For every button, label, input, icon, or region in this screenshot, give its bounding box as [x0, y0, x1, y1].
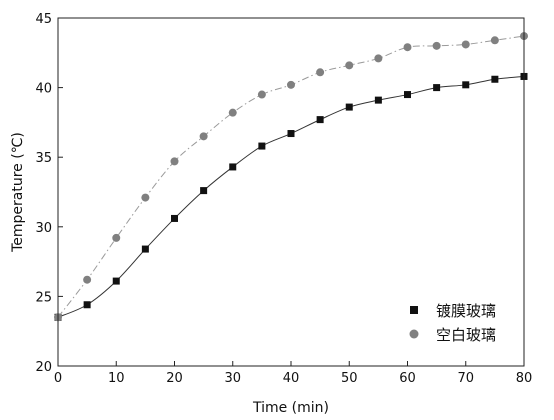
x-tick-label: 10 [108, 371, 125, 386]
legend-label-coated-glass: 镀膜玻璃 [436, 302, 496, 320]
data-point-coated-glass [462, 81, 470, 89]
data-point-blank-glass [199, 132, 208, 141]
plot-area [54, 32, 528, 322]
legend: 镀膜玻璃 空白玻璃 [409, 302, 496, 344]
data-point-coated-glass [112, 277, 120, 285]
data-point-blank-glass [316, 68, 325, 77]
x-axis-title: Time (min) [252, 400, 329, 416]
data-point-blank-glass [287, 80, 295, 89]
data-point-coated-glass [229, 163, 237, 171]
y-tick-label: 40 [35, 82, 52, 97]
data-point-blank-glass [461, 40, 470, 49]
data-point-coated-glass [141, 245, 149, 253]
y-tick-label: 25 [35, 290, 52, 305]
data-point-blank-glass [403, 43, 412, 52]
y-tick-label: 20 [35, 360, 52, 375]
data-point-blank-glass [432, 41, 441, 50]
x-tick-label: 30 [224, 371, 241, 386]
x-tick-label: 50 [341, 371, 358, 386]
x-tick-label: 20 [166, 371, 183, 386]
data-point-coated-glass [491, 75, 499, 83]
data-point-blank-glass [141, 193, 150, 202]
data-point-coated-glass [171, 214, 178, 222]
data-point-coated-glass [200, 187, 208, 195]
data-point-coated-glass [374, 96, 382, 104]
data-point-coated-glass [316, 116, 324, 124]
x-tick-label: 70 [457, 371, 474, 386]
data-point-coated-glass [287, 130, 295, 138]
data-point-coated-glass [433, 84, 441, 92]
data-point-blank-glass [228, 108, 237, 117]
series-line-blank-glass [57, 35, 525, 318]
legend-marker-coated-glass [410, 306, 418, 314]
x-tick-label: 40 [283, 371, 300, 386]
data-point-coated-glass [345, 103, 353, 111]
data-point-coated-glass [404, 91, 411, 99]
series-line-coated-glass [57, 75, 525, 318]
y-tick-label: 30 [35, 221, 52, 236]
data-point-blank-glass [83, 275, 92, 284]
data-point-blank-glass [170, 157, 179, 166]
legend-marker-blank-glass [409, 329, 419, 339]
data-point-coated-glass [83, 301, 91, 309]
data-point-coated-glass [258, 142, 266, 150]
y-tick-label: 45 [35, 12, 52, 27]
data-point-blank-glass [345, 61, 354, 70]
data-point-blank-glass [112, 233, 121, 242]
data-point-blank-glass [490, 36, 499, 45]
y-tick-label: 35 [35, 151, 52, 166]
x-tick-label: 60 [399, 371, 416, 386]
data-point-blank-glass [374, 54, 383, 63]
x-tick-label: 80 [516, 371, 533, 386]
x-tick-label: 0 [54, 371, 62, 386]
y-axis-title: Temperature (℃) [10, 132, 26, 253]
legend-label-blank-glass: 空白玻璃 [436, 326, 496, 344]
axis-ticks: 0 10 20 30 40 50 60 70 80 20 25 30 35 40 45 [35, 12, 532, 386]
data-point-blank-glass [257, 90, 266, 99]
